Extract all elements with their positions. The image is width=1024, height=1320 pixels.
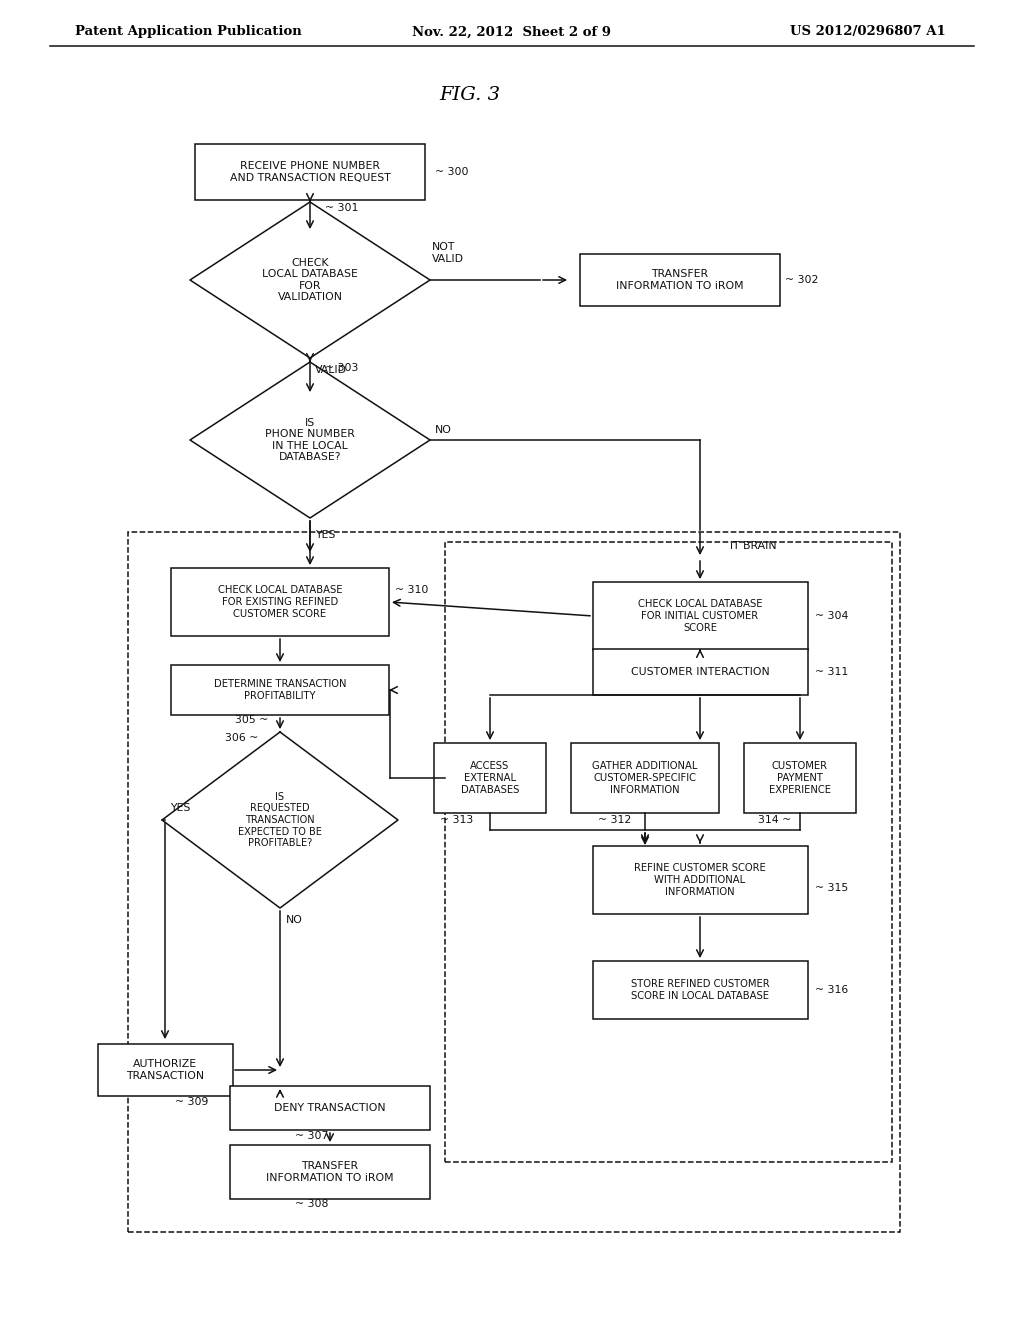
Text: 305 ~: 305 ~ xyxy=(234,715,268,725)
Text: ~ 315: ~ 315 xyxy=(815,883,848,894)
FancyBboxPatch shape xyxy=(580,253,780,306)
Text: VALID: VALID xyxy=(315,366,347,375)
FancyBboxPatch shape xyxy=(593,961,808,1019)
Text: IS
REQUESTED
TRANSACTION
EXPECTED TO BE
PROFITABLE?: IS REQUESTED TRANSACTION EXPECTED TO BE … xyxy=(238,792,322,849)
Text: ~ 311: ~ 311 xyxy=(815,667,848,677)
FancyBboxPatch shape xyxy=(593,649,808,696)
Text: CHECK
LOCAL DATABASE
FOR
VALIDATION: CHECK LOCAL DATABASE FOR VALIDATION xyxy=(262,257,358,302)
Text: ACCESS
EXTERNAL
DATABASES: ACCESS EXTERNAL DATABASES xyxy=(461,762,519,795)
Text: ~ 300: ~ 300 xyxy=(435,168,469,177)
Text: NO: NO xyxy=(435,425,452,436)
Text: DENY TRANSACTION: DENY TRANSACTION xyxy=(274,1104,386,1113)
Text: CUSTOMER
PAYMENT
EXPERIENCE: CUSTOMER PAYMENT EXPERIENCE xyxy=(769,762,831,795)
FancyBboxPatch shape xyxy=(97,1044,232,1096)
Text: Nov. 22, 2012  Sheet 2 of 9: Nov. 22, 2012 Sheet 2 of 9 xyxy=(413,25,611,38)
FancyBboxPatch shape xyxy=(593,846,808,913)
Text: IS
PHONE NUMBER
IN THE LOCAL
DATABASE?: IS PHONE NUMBER IN THE LOCAL DATABASE? xyxy=(265,417,355,462)
Text: US 2012/0296807 A1: US 2012/0296807 A1 xyxy=(790,25,946,38)
Text: 314 ~: 314 ~ xyxy=(758,814,792,825)
FancyBboxPatch shape xyxy=(230,1144,430,1199)
FancyBboxPatch shape xyxy=(744,743,856,813)
Text: ~ 304: ~ 304 xyxy=(815,611,848,620)
Text: ~ 308: ~ 308 xyxy=(295,1199,329,1209)
Text: GATHER ADDITIONAL
CUSTOMER-SPECIFIC
INFORMATION: GATHER ADDITIONAL CUSTOMER-SPECIFIC INFO… xyxy=(592,762,697,795)
Text: YES: YES xyxy=(170,803,190,813)
Text: ~ 309: ~ 309 xyxy=(175,1097,208,1107)
Text: TRANSFER
INFORMATION TO iROM: TRANSFER INFORMATION TO iROM xyxy=(616,269,743,290)
Text: CUSTOMER INTERACTION: CUSTOMER INTERACTION xyxy=(631,667,769,677)
Text: YES: YES xyxy=(315,531,336,540)
Text: ~ 312: ~ 312 xyxy=(598,814,631,825)
FancyBboxPatch shape xyxy=(171,665,389,715)
Text: FIG. 3: FIG. 3 xyxy=(439,86,501,104)
Text: CHECK LOCAL DATABASE
FOR EXISTING REFINED
CUSTOMER SCORE: CHECK LOCAL DATABASE FOR EXISTING REFINE… xyxy=(218,585,342,619)
Text: NOT
VALID: NOT VALID xyxy=(432,243,464,264)
FancyBboxPatch shape xyxy=(171,568,389,636)
Text: RECEIVE PHONE NUMBER
AND TRANSACTION REQUEST: RECEIVE PHONE NUMBER AND TRANSACTION REQ… xyxy=(229,161,390,182)
Text: ~ 303: ~ 303 xyxy=(325,363,358,374)
Text: ~ 301: ~ 301 xyxy=(325,203,358,213)
Text: iT BRAIN: iT BRAIN xyxy=(730,541,776,550)
Text: ~ 302: ~ 302 xyxy=(785,275,818,285)
Text: NO: NO xyxy=(286,915,303,925)
Text: 306 ~: 306 ~ xyxy=(225,733,258,743)
FancyBboxPatch shape xyxy=(593,582,808,649)
Text: CHECK LOCAL DATABASE
FOR INITIAL CUSTOMER
SCORE: CHECK LOCAL DATABASE FOR INITIAL CUSTOME… xyxy=(638,599,762,632)
Text: ~ 310: ~ 310 xyxy=(395,585,428,595)
Text: ~ 313: ~ 313 xyxy=(440,814,473,825)
Text: Patent Application Publication: Patent Application Publication xyxy=(75,25,302,38)
Text: REFINE CUSTOMER SCORE
WITH ADDITIONAL
INFORMATION: REFINE CUSTOMER SCORE WITH ADDITIONAL IN… xyxy=(634,863,766,896)
FancyBboxPatch shape xyxy=(230,1086,430,1130)
FancyBboxPatch shape xyxy=(571,743,719,813)
Text: AUTHORIZE
TRANSACTION: AUTHORIZE TRANSACTION xyxy=(126,1059,204,1081)
Text: STORE REFINED CUSTOMER
SCORE IN LOCAL DATABASE: STORE REFINED CUSTOMER SCORE IN LOCAL DA… xyxy=(631,979,769,1001)
Text: ~ 316: ~ 316 xyxy=(815,985,848,995)
Text: ~ 307: ~ 307 xyxy=(295,1131,329,1140)
Text: DETERMINE TRANSACTION
PROFITABILITY: DETERMINE TRANSACTION PROFITABILITY xyxy=(214,680,346,701)
FancyBboxPatch shape xyxy=(434,743,546,813)
FancyBboxPatch shape xyxy=(195,144,425,201)
Text: TRANSFER
INFORMATION TO iROM: TRANSFER INFORMATION TO iROM xyxy=(266,1162,394,1183)
